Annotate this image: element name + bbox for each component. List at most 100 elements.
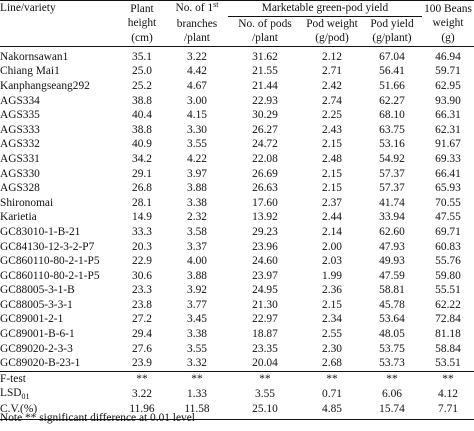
row-beans-weight: 55.76 — [435, 255, 461, 268]
row-pod-yield: 53.75 — [379, 342, 405, 355]
row-plant-height: 23.8 — [132, 298, 152, 311]
row-pod-weight: 2.03 — [322, 255, 342, 268]
row-pod-yield: 47.59 — [379, 269, 405, 282]
table-row: AGS335 40.4 4.15 30.29 2.25 68.10 66.31 — [0, 108, 474, 123]
row-pod-yield: 68.10 — [379, 109, 405, 122]
row-pod-yield: 56.41 — [379, 65, 405, 78]
row-pods: 18.87 — [252, 328, 278, 341]
row-pod-weight: 2.15 — [322, 298, 342, 311]
row-pod-weight: 2.12 — [322, 50, 342, 63]
row-branches: 3.00 — [187, 94, 207, 107]
row-name: GC860110-80-2-1-P5 — [0, 269, 100, 282]
row-branches: 4.15 — [187, 109, 207, 122]
row-beans-weight: 72.84 — [435, 313, 461, 326]
row-branches: 2.32 — [187, 211, 207, 224]
row-pods: 23.35 — [252, 342, 278, 355]
row-branches: 3.37 — [187, 240, 207, 253]
table-row: GC89001-2-1 27.2 3.45 22.97 2.34 53.64 72.84 — [0, 312, 474, 327]
table-row: AGS328 26.8 3.88 26.63 2.15 57.37 65.93 — [0, 181, 474, 196]
row-plant-height: 25.0 — [132, 65, 152, 78]
header-branches: No. of 1st branches /plant — [166, 0, 228, 47]
row-name: GC89001-B-6-1 — [0, 328, 75, 341]
row-pod-weight: 2.36 — [322, 284, 342, 297]
row-plant-height: 25.2 — [132, 79, 152, 92]
row-pod-yield: 57.37 — [379, 182, 405, 195]
row-pod-yield: 45.78 — [379, 298, 405, 311]
row-pod-weight: 2.37 — [322, 196, 342, 209]
row-pods: 26.69 — [252, 167, 278, 180]
table-row: GC860110-80-2-1-P5 30.6 3.88 23.97 1.99 47.59… — [0, 269, 474, 284]
row-beans-weight: 46.94 — [435, 50, 461, 63]
row-branches: 3.55 — [187, 138, 207, 151]
lsd-pod-yield: 6.06 — [382, 387, 402, 400]
row-pods: 23.97 — [252, 269, 278, 282]
row-pod-weight: 2.15 — [322, 167, 342, 180]
row-beans-weight: 69.71 — [435, 225, 461, 238]
cv-pod-weight: 4.85 — [322, 403, 342, 416]
cv-label: C.V.(%) — [0, 403, 38, 416]
row-pod-weight: 2.68 — [322, 357, 342, 370]
row-plant-height: 26.8 — [132, 182, 152, 195]
row-pod-yield: 67.04 — [379, 50, 405, 63]
row-beans-weight: 65.93 — [435, 182, 461, 195]
row-beans-weight: 53.51 — [435, 357, 461, 370]
row-pod-yield: 49.93 — [379, 255, 405, 268]
row-branches: 3.22 — [187, 50, 207, 63]
row-pod-yield: 53.16 — [379, 138, 405, 151]
row-branches: 3.32 — [187, 357, 207, 370]
row-branches: 3.45 — [187, 313, 207, 326]
cv-branches: 11.58 — [184, 403, 210, 416]
row-beans-weight: 58.84 — [435, 342, 461, 355]
table-row: AGS332 40.9 3.55 24.72 2.15 53.16 91.67 — [0, 137, 474, 152]
row-pod-weight: 2.48 — [322, 152, 342, 165]
row-pods: 30.29 — [252, 109, 278, 122]
row-pods: 17.60 — [252, 196, 278, 209]
header-line-variety: Line/variety — [0, 0, 118, 47]
row-name: Chiang Mai1 — [0, 65, 60, 78]
cv-pods: 25.10 — [252, 403, 278, 416]
row-name: GC83010-1-B-21 — [0, 225, 81, 238]
row-beans-weight: 81.18 — [435, 328, 461, 341]
row-pods: 22.08 — [252, 152, 278, 165]
table-row: GC89020-2-3-3 27.6 3.55 23.35 2.30 53.75 58.84 — [0, 342, 474, 357]
row-plant-height: 40.4 — [132, 109, 152, 122]
header-plant-height: Plant height (cm) — [118, 0, 166, 47]
row-beans-weight: 69.33 — [435, 152, 461, 165]
table-row: Nakornsawan1 35.1 3.22 31.62 2.12 67.04 46.94 — [0, 46, 474, 64]
row-name: GC89001-2-1 — [0, 313, 64, 326]
row-branches: 3.88 — [187, 269, 207, 282]
row-pod-weight: 2.74 — [322, 94, 342, 107]
row-beans-weight: 93.90 — [435, 94, 461, 107]
row-plant-height: 38.8 — [132, 123, 152, 136]
row-plant-height: 23.3 — [132, 284, 152, 297]
row-plant-height: 20.3 — [132, 240, 152, 253]
row-name: Shironomai — [0, 196, 54, 209]
row-name: Nakornsawan1 — [0, 50, 69, 63]
row-pod-yield: 53.64 — [379, 313, 405, 326]
row-pod-weight: 2.71 — [322, 65, 342, 78]
ftest-height: ** — [136, 372, 148, 385]
row-beans-weight: 91.67 — [435, 138, 461, 151]
row-name: AGS330 — [0, 167, 40, 180]
row-beans-weight: 47.55 — [435, 211, 461, 224]
lsd-height: 3.22 — [132, 387, 152, 400]
row-plant-height: 35.1 — [132, 50, 152, 63]
row-pod-yield: 41.74 — [379, 196, 405, 209]
row-pod-weight: 2.43 — [322, 123, 342, 136]
row-plant-height: 40.9 — [132, 138, 152, 151]
row-beans-weight: 60.83 — [435, 240, 461, 253]
row-pods: 20.04 — [252, 357, 278, 370]
ftest-pod-yield: ** — [386, 372, 398, 385]
row-pod-yield: 51.66 — [379, 79, 405, 92]
ftest-branches: ** — [191, 372, 203, 385]
row-pods: 22.97 — [252, 313, 278, 326]
table-body: Nakornsawan1 35.1 3.22 31.62 2.12 67.04 46.94 C… — [0, 46, 474, 371]
table-row: AGS330 29.1 3.97 26.69 2.15 57.37 66.41 — [0, 167, 474, 182]
row-branches: 3.30 — [187, 123, 207, 136]
row-pod-weight: 2.15 — [322, 182, 342, 195]
cv-pod-yield: 15.74 — [379, 403, 405, 416]
row-pods: 21.55 — [252, 65, 278, 78]
row-pod-weight: 1.99 — [322, 269, 342, 282]
row-plant-height: 30.6 — [132, 269, 152, 282]
lsd-row: LSD01 3.22 1.33 3.55 0.71 6.06 4.12 — [0, 386, 474, 402]
